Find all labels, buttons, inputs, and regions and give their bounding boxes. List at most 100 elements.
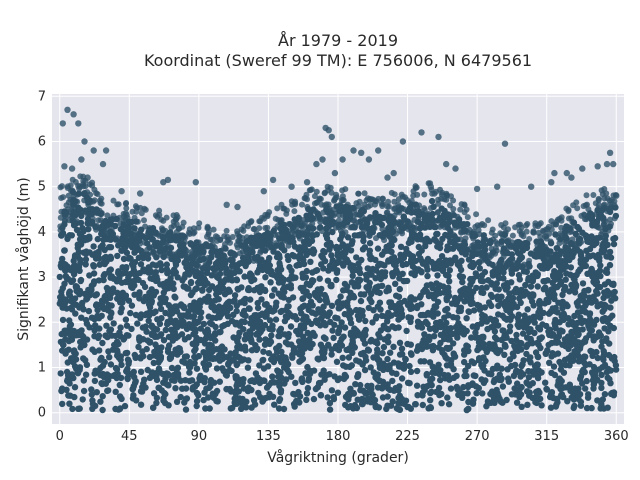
data-point bbox=[566, 288, 573, 295]
data-point bbox=[139, 279, 147, 287]
data-point bbox=[379, 226, 386, 233]
data-point bbox=[164, 370, 171, 377]
data-point bbox=[487, 390, 494, 398]
data-point bbox=[578, 319, 585, 327]
data-point bbox=[190, 225, 197, 232]
data-point bbox=[309, 277, 316, 284]
data-point bbox=[276, 332, 283, 340]
data-point bbox=[517, 339, 525, 347]
data-point bbox=[452, 254, 459, 261]
data-point bbox=[518, 240, 524, 247]
data-point bbox=[317, 391, 324, 399]
data-point bbox=[182, 271, 189, 278]
data-point bbox=[344, 217, 351, 224]
data-point bbox=[344, 234, 352, 241]
data-point bbox=[269, 373, 276, 380]
data-point bbox=[82, 261, 89, 268]
data-point bbox=[502, 298, 509, 306]
data-point bbox=[104, 222, 111, 229]
data-point bbox=[187, 313, 194, 320]
data-point bbox=[542, 350, 549, 357]
data-point bbox=[522, 281, 529, 289]
data-point bbox=[276, 382, 283, 390]
data-point bbox=[568, 352, 575, 359]
data-point bbox=[449, 330, 456, 338]
data-point bbox=[265, 382, 272, 389]
data-point bbox=[444, 192, 450, 199]
data-point bbox=[137, 368, 145, 375]
data-point bbox=[260, 396, 267, 404]
data-point bbox=[588, 265, 595, 273]
data-point bbox=[146, 339, 153, 346]
data-point bbox=[69, 405, 76, 413]
data-point bbox=[291, 391, 298, 398]
data-point bbox=[185, 361, 192, 368]
data-point bbox=[219, 305, 226, 312]
data-point bbox=[479, 315, 486, 323]
data-point bbox=[207, 333, 215, 340]
data-point bbox=[315, 379, 323, 387]
data-point bbox=[306, 248, 313, 255]
y-axis-label: Signifikant våghöjd (m) bbox=[15, 177, 32, 340]
data-point bbox=[213, 387, 221, 395]
data-point bbox=[262, 274, 269, 281]
data-point bbox=[320, 303, 327, 310]
data-point bbox=[556, 240, 563, 247]
data-point bbox=[367, 399, 374, 406]
data-point bbox=[339, 212, 346, 219]
data-point bbox=[299, 201, 305, 208]
data-point bbox=[599, 246, 606, 253]
data-point bbox=[61, 267, 69, 274]
data-point bbox=[89, 182, 96, 189]
data-point bbox=[59, 341, 67, 348]
data-point bbox=[551, 371, 559, 379]
data-point bbox=[128, 223, 135, 230]
data-point bbox=[421, 331, 428, 338]
grid-lines bbox=[52, 94, 624, 424]
data-point bbox=[94, 235, 102, 243]
data-point bbox=[323, 372, 330, 379]
data-point bbox=[367, 202, 374, 209]
data-point bbox=[337, 293, 344, 300]
data-point bbox=[572, 240, 579, 247]
data-point bbox=[248, 386, 255, 394]
data-point bbox=[339, 187, 346, 194]
data-point bbox=[505, 375, 512, 382]
data-point bbox=[70, 111, 77, 118]
data-point bbox=[117, 309, 124, 316]
data-point bbox=[442, 257, 450, 264]
data-point bbox=[463, 206, 470, 213]
data-point bbox=[422, 239, 429, 246]
data-point bbox=[335, 329, 342, 337]
data-point bbox=[271, 226, 278, 232]
data-point bbox=[540, 228, 547, 235]
data-point bbox=[352, 381, 359, 388]
data-point bbox=[91, 333, 98, 340]
data-point bbox=[426, 359, 434, 366]
data-point bbox=[179, 233, 185, 240]
data-point bbox=[287, 285, 295, 292]
data-point bbox=[604, 205, 611, 212]
data-point bbox=[179, 385, 186, 392]
data-point bbox=[275, 271, 283, 278]
data-point bbox=[593, 235, 600, 242]
data-point bbox=[423, 370, 430, 378]
data-point bbox=[500, 275, 507, 282]
data-point bbox=[90, 243, 97, 250]
data-point bbox=[548, 389, 556, 396]
data-point bbox=[162, 326, 169, 334]
data-point bbox=[272, 316, 280, 323]
data-point bbox=[504, 244, 510, 251]
data-point bbox=[442, 354, 449, 361]
data-point bbox=[603, 269, 611, 276]
data-point bbox=[485, 217, 492, 224]
data-point bbox=[479, 390, 486, 397]
data-point bbox=[226, 366, 234, 374]
data-point bbox=[443, 362, 451, 369]
data-point bbox=[300, 342, 307, 349]
data-point bbox=[205, 254, 212, 261]
data-point bbox=[81, 138, 88, 145]
data-point bbox=[150, 236, 157, 243]
x-tick-label: 45 bbox=[121, 429, 138, 444]
data-point bbox=[418, 324, 426, 331]
